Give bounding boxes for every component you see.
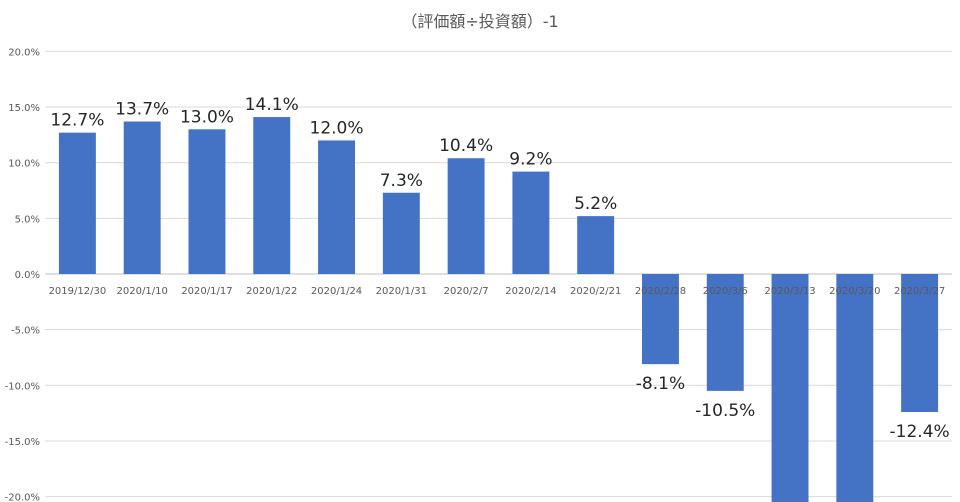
data-label: 12.0%: [310, 118, 364, 138]
x-tick-label: 2020/2/28: [635, 286, 686, 297]
x-tick-label: 2020/1/17: [181, 286, 232, 297]
bar: [901, 274, 939, 413]
y-tick-label: 20.0%: [8, 47, 40, 58]
bar: [512, 171, 550, 274]
data-label: 13.0%: [180, 107, 234, 127]
y-tick-label: -15.0%: [5, 437, 40, 448]
data-labels: 12.7% 13.7% 13.0% 14.1% 12.0% 7.3% 10.4% 9.2% 5.…: [50, 95, 949, 442]
y-tick-label: 0.0%: [15, 270, 40, 281]
bar: [706, 274, 744, 391]
data-label: -8.1%: [636, 374, 685, 394]
x-tick-label: 2019/12/30: [49, 286, 107, 297]
x-tick-label: 2020/2/14: [505, 286, 556, 297]
x-tick-label: 2020/3/20: [829, 286, 880, 297]
x-tick-label: 2020/3/27: [894, 286, 945, 297]
bar: [447, 158, 485, 274]
bars: [58, 117, 939, 502]
x-tick-label: 2020/2/7: [444, 286, 489, 297]
y-tick-label: -10.0%: [5, 381, 40, 392]
data-label: -12.4%: [890, 422, 950, 442]
bar: [771, 274, 809, 502]
bar: [188, 129, 226, 274]
data-label: 13.7%: [115, 100, 169, 120]
x-axis-labels: 2019/12/30 2020/1/10 2020/1/17 2020/1/22 202…: [49, 286, 946, 297]
data-label: 5.2%: [574, 194, 617, 214]
y-tick-label: 5.0%: [15, 214, 40, 225]
data-label: 10.4%: [439, 136, 493, 156]
bar: [836, 274, 874, 502]
y-tick-label: 10.0%: [8, 159, 40, 170]
bar: [123, 121, 161, 274]
x-tick-label: 2020/2/21: [570, 286, 621, 297]
x-tick-label: 2020/3/6: [703, 286, 748, 297]
x-tick-label: 2020/1/10: [117, 286, 168, 297]
x-tick-label: 2020/1/24: [311, 286, 362, 297]
data-label: -10.5%: [695, 401, 755, 421]
y-tick-label: -20.0%: [5, 493, 40, 502]
data-label: 14.1%: [245, 95, 299, 115]
y-tick-label: -5.0%: [11, 326, 40, 337]
y-axis-labels: 20.0% 15.0% 10.0% 5.0% 0.0% -5.0% -10.0% -15.0%…: [5, 47, 40, 502]
data-label: 9.2%: [509, 150, 552, 170]
y-tick-label: 15.0%: [8, 103, 40, 114]
bar: [642, 274, 679, 365]
x-tick-label: 2020/1/22: [246, 286, 297, 297]
x-tick-label: 2020/1/31: [376, 286, 427, 297]
bar: [577, 216, 615, 274]
bar: [318, 140, 355, 274]
bar: [382, 192, 420, 274]
data-label: 7.3%: [380, 171, 423, 191]
data-label: 12.7%: [50, 111, 104, 131]
chart-title: （評価額÷投資額）-1: [401, 12, 559, 31]
bar: [253, 117, 291, 274]
x-tick-label: 2020/3/13: [764, 286, 815, 297]
bar: [58, 132, 96, 274]
